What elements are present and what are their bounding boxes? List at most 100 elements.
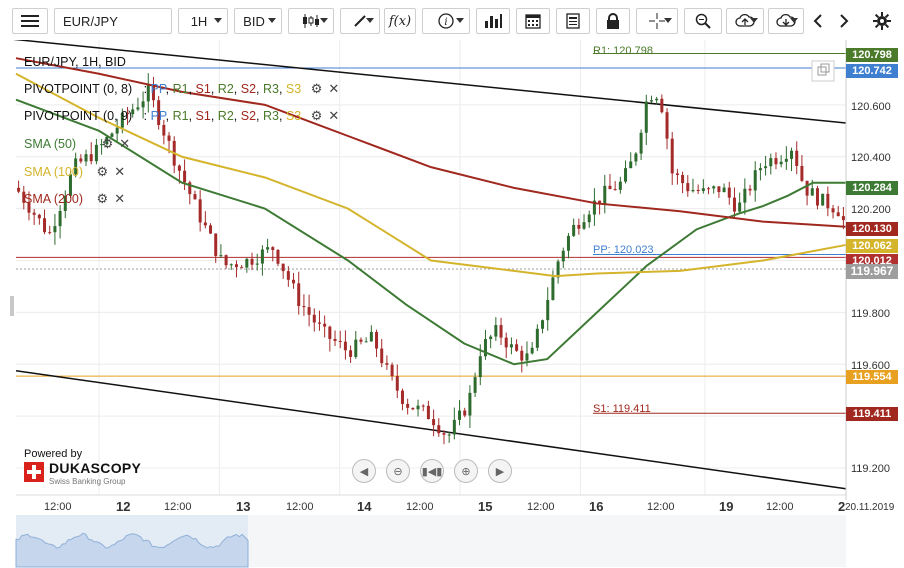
upload-button[interactable] bbox=[726, 8, 764, 34]
sma50-legend: SMA (50) ⚙ ✕ bbox=[24, 136, 130, 152]
close-icon[interactable]: ✕ bbox=[119, 136, 131, 151]
candle-body-5 bbox=[43, 218, 47, 233]
candle-body-52 bbox=[286, 271, 290, 280]
candle-body-58 bbox=[317, 322, 321, 324]
gear-icon[interactable]: ⚙ bbox=[310, 108, 323, 123]
candle-body-14 bbox=[89, 154, 93, 162]
candle-body-26 bbox=[151, 85, 155, 101]
gear-icon[interactable]: ⚙ bbox=[310, 81, 323, 96]
pivot-legend-2: PIVOTPOINT (0, 9) : PP, R1, S1, R2, S2, … bbox=[24, 108, 340, 123]
svg-text:i: i bbox=[444, 17, 447, 28]
nav-reset-button[interactable]: ▮◀▮ bbox=[420, 459, 444, 483]
candle-body-25 bbox=[146, 85, 150, 102]
candle-body-145 bbox=[769, 158, 773, 167]
candle-body-70 bbox=[380, 348, 384, 364]
candle-body-28 bbox=[162, 124, 166, 136]
crosshair-button[interactable] bbox=[636, 8, 678, 34]
powered-by-label: Powered by bbox=[24, 448, 83, 460]
candle-body-61 bbox=[333, 338, 337, 341]
indicators-button[interactable] bbox=[476, 8, 510, 34]
left-scroll-handle[interactable] bbox=[10, 296, 14, 316]
sma50-label: SMA (50) bbox=[24, 137, 77, 151]
pivot-level-s1-2: S1 bbox=[195, 109, 211, 123]
candle-body-146 bbox=[774, 158, 778, 165]
x-tick-6: 12:00 bbox=[406, 501, 434, 513]
candle-body-6 bbox=[48, 232, 52, 234]
gear-icon[interactable]: ⚙ bbox=[96, 164, 109, 179]
candle-body-137 bbox=[727, 187, 731, 198]
function-button[interactable]: f(x) bbox=[384, 8, 416, 34]
y-tick-120400: 120.400 bbox=[851, 152, 891, 164]
brand-sub: Swiss Banking Group bbox=[49, 477, 126, 486]
nav-right-button[interactable]: ▶ bbox=[488, 459, 512, 483]
price-type-select[interactable]: BID bbox=[234, 8, 282, 34]
sma-line-1 bbox=[15, 72, 847, 278]
candle-body-85 bbox=[458, 410, 462, 420]
candle-body-133 bbox=[707, 188, 711, 190]
pivot-level-s3-2: S3 bbox=[285, 109, 302, 123]
candle-body-75 bbox=[406, 403, 410, 408]
candle-body-150 bbox=[795, 150, 799, 166]
candle-body-10 bbox=[68, 174, 72, 196]
upload-icon bbox=[735, 13, 755, 27]
chevron-left-icon[interactable] bbox=[808, 8, 828, 34]
chevron-right-icon[interactable] bbox=[834, 8, 854, 34]
nav-left-button[interactable]: ◀ bbox=[352, 459, 376, 483]
lock-button[interactable] bbox=[596, 8, 630, 34]
candle-body-7 bbox=[53, 226, 57, 233]
draw-button[interactable] bbox=[340, 8, 380, 34]
sma-line-0 bbox=[15, 98, 846, 366]
close-icon[interactable]: ✕ bbox=[328, 108, 340, 123]
x-tick-10: 12:00 bbox=[647, 501, 675, 513]
candle-body-129 bbox=[686, 183, 690, 192]
x-tick-13: 2 bbox=[838, 499, 846, 514]
price-tag-sma50: 120.284 bbox=[846, 181, 898, 195]
gear-icon[interactable]: ⚙ bbox=[101, 136, 114, 151]
candle-body-49 bbox=[271, 247, 275, 250]
download-button[interactable] bbox=[768, 8, 804, 34]
candle-body-77 bbox=[416, 405, 420, 410]
pivot-level-r3-1: R3 bbox=[262, 82, 279, 96]
candle-type-button[interactable] bbox=[288, 8, 334, 34]
candle-body-87 bbox=[468, 392, 472, 416]
pivot-level-s2-1: S2 bbox=[240, 82, 257, 96]
close-icon[interactable]: ✕ bbox=[328, 81, 340, 96]
lock-icon bbox=[607, 13, 619, 29]
candle-body-107 bbox=[572, 224, 576, 236]
price-chart[interactable] bbox=[0, 40, 904, 568]
horizontal-levels bbox=[16, 53, 846, 414]
candle-body-11 bbox=[74, 158, 78, 175]
candle-body-44 bbox=[245, 258, 249, 268]
candle-body-151 bbox=[800, 165, 804, 181]
candle-body-125 bbox=[665, 112, 669, 139]
nav-zoom-out-button[interactable]: ⊖ bbox=[386, 459, 410, 483]
candle-body-156 bbox=[826, 193, 830, 209]
gear-icon[interactable]: ⚙ bbox=[96, 191, 109, 206]
candle-body-91 bbox=[489, 336, 493, 340]
candle-body-101 bbox=[541, 320, 545, 329]
timeframe-select[interactable]: 1H bbox=[178, 8, 228, 34]
candle-body-45 bbox=[250, 258, 254, 265]
hamburger-icon[interactable] bbox=[12, 8, 48, 34]
candle-body-46 bbox=[255, 263, 259, 265]
close-icon[interactable]: ✕ bbox=[114, 191, 126, 206]
symbol-select[interactable]: EUR/JPY bbox=[54, 8, 172, 34]
price-tag-s1: 119.411 bbox=[846, 407, 898, 421]
chart-background bbox=[0, 40, 904, 568]
nav-zoom-in-button[interactable]: ⊕ bbox=[454, 459, 478, 483]
candle-body-33 bbox=[188, 182, 192, 195]
calendar-button[interactable] bbox=[516, 8, 550, 34]
candle-body-117 bbox=[624, 168, 628, 182]
zoom-button[interactable] bbox=[684, 8, 722, 34]
dukascopy-logo[interactable]: DUKASCOPY Swiss Banking Group bbox=[24, 460, 174, 493]
gear-icon[interactable] bbox=[870, 8, 894, 34]
candle-body-93 bbox=[499, 325, 503, 338]
pivot-sep-1: : bbox=[143, 82, 148, 96]
candle-body-104 bbox=[556, 261, 560, 278]
report-button[interactable] bbox=[556, 8, 590, 34]
candle-body-111 bbox=[592, 200, 596, 215]
price-tag-sma100: 120.062 bbox=[846, 239, 898, 253]
candle-body-81 bbox=[437, 425, 441, 434]
close-icon[interactable]: ✕ bbox=[114, 164, 126, 179]
info-button[interactable]: i bbox=[422, 8, 470, 34]
